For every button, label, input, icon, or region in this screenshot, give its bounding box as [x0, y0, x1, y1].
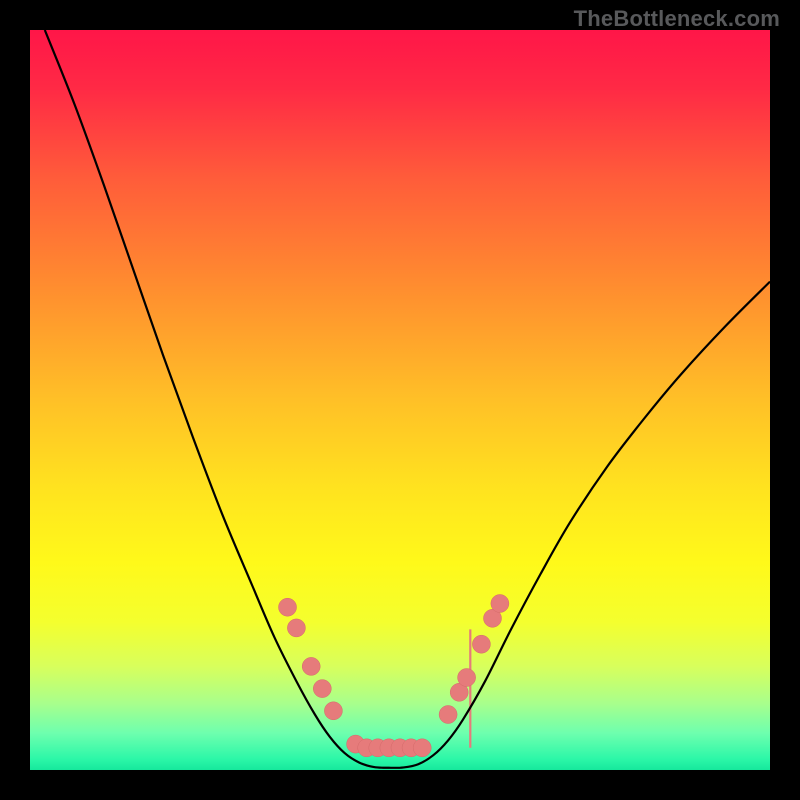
data-marker — [302, 657, 320, 675]
watermark-text: TheBottleneck.com — [574, 6, 780, 32]
data-marker — [458, 669, 476, 687]
data-marker — [439, 706, 457, 724]
chart-frame: TheBottleneck.com — [0, 0, 800, 800]
data-marker — [287, 619, 305, 637]
data-marker — [279, 598, 297, 616]
data-marker — [413, 739, 431, 757]
plot-area — [30, 30, 770, 770]
plot-svg — [30, 30, 770, 770]
data-marker — [313, 680, 331, 698]
data-marker — [324, 702, 342, 720]
data-marker — [472, 635, 490, 653]
data-marker — [491, 595, 509, 613]
